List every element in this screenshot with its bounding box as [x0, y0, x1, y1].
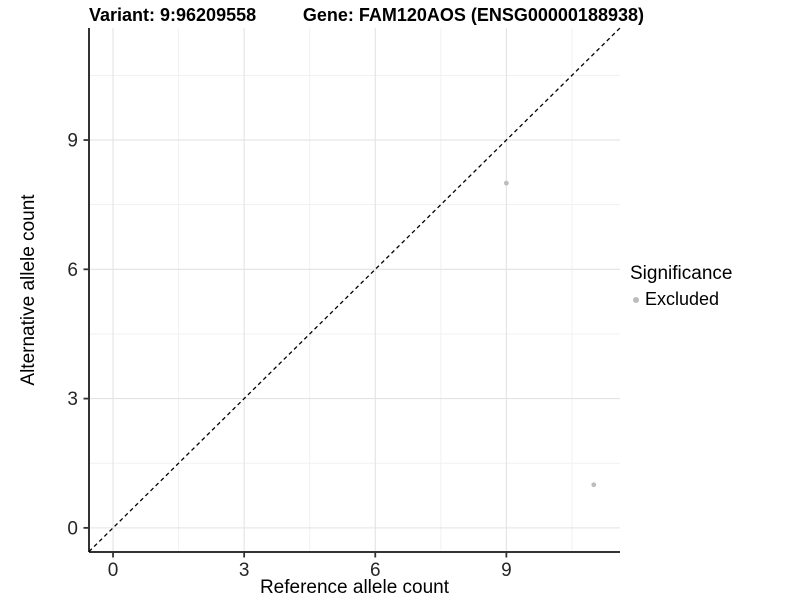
y-tick-label: 0 [67, 518, 78, 539]
data-point [503, 180, 509, 186]
legend: Significance Excluded [630, 263, 732, 310]
y-tick-label: 9 [67, 131, 78, 152]
x-axis-title: Reference allele count [259, 577, 450, 598]
plot-title-variant: Variant: 9:96209558 [89, 5, 257, 25]
identity-dashed-line [88, 27, 621, 553]
plot-title-gene: Gene: FAM120AOS (ENSG00000188938) [302, 5, 644, 25]
y-tick-label: 6 [67, 260, 78, 281]
x-tick-label: 6 [370, 560, 381, 581]
y-axis-title: Alternative allele count [18, 194, 39, 386]
excluded-point-icon [633, 296, 639, 303]
data-point [591, 482, 597, 488]
legend-entry-excluded: Excluded [630, 289, 732, 310]
x-tick-label: 9 [501, 560, 512, 581]
x-tick-label: 3 [239, 560, 250, 581]
legend-entry-label: Excluded [645, 289, 720, 309]
x-tick-label: 0 [108, 560, 119, 581]
legend-title: Significance [630, 263, 733, 284]
y-tick-label: 3 [67, 389, 78, 410]
